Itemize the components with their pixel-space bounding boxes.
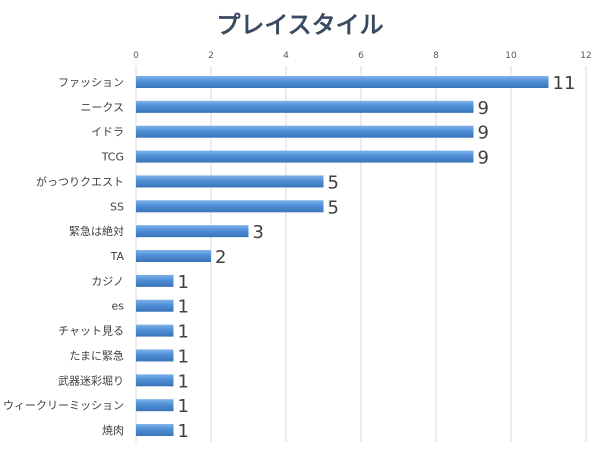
category-label: TA [110, 250, 125, 263]
bar [136, 399, 174, 412]
category-label: 武器迷彩堀り [58, 374, 124, 387]
category-label: カジノ [91, 275, 124, 288]
data-label: 1 [178, 322, 189, 343]
bar [136, 274, 174, 287]
data-label: 5 [328, 197, 339, 218]
data-label: 1 [178, 396, 189, 417]
data-label: 9 [478, 148, 489, 169]
category-label: チャット見る [58, 325, 124, 338]
bar [136, 225, 249, 238]
data-label: 11 [553, 73, 576, 94]
data-label: 1 [178, 297, 189, 318]
data-label: 2 [215, 247, 226, 268]
data-label: 1 [178, 371, 189, 392]
bar [136, 324, 174, 337]
category-label: たまに緊急 [69, 348, 124, 362]
bars [136, 76, 549, 437]
x-axis-ticks: 0 2 4 6 8 10 12 [133, 51, 592, 61]
bar [136, 175, 324, 188]
category-label: SS [110, 200, 124, 213]
bar [136, 100, 474, 113]
x-tick-label: 12 [580, 51, 591, 61]
x-tick-label: 8 [433, 51, 439, 61]
x-tick-label: 10 [505, 51, 517, 61]
category-label: es [112, 300, 125, 313]
category-label: ニークス [80, 101, 124, 114]
bar [136, 125, 474, 138]
bar [136, 250, 211, 263]
bar [136, 76, 549, 88]
bar [136, 374, 174, 387]
data-label: 1 [178, 346, 189, 367]
data-label: 1 [178, 272, 189, 293]
x-tick-label: 4 [283, 51, 289, 61]
bar [136, 150, 474, 163]
data-label: 5 [328, 172, 339, 193]
category-label: イドラ [91, 126, 124, 139]
bar [136, 200, 324, 213]
x-tick-label: 0 [133, 51, 139, 61]
category-label: TCG [101, 151, 124, 164]
data-label: 9 [478, 98, 489, 119]
category-label: ウィークリーミッション [3, 399, 124, 412]
category-label: 焼肉 [102, 424, 124, 437]
data-label: 9 [478, 123, 489, 144]
data-label: 3 [253, 222, 264, 243]
category-label: ファッション [58, 76, 124, 89]
data-label: 1 [178, 421, 189, 442]
bar [136, 349, 174, 362]
category-label: 緊急は絶対 [69, 224, 124, 238]
bar [136, 299, 174, 312]
x-tick-label: 2 [208, 51, 214, 61]
x-tick-label: 6 [358, 51, 364, 61]
chart-title: プレイスタイル [216, 11, 383, 39]
bar [136, 424, 174, 437]
category-label: がっつりクエスト [36, 174, 124, 188]
